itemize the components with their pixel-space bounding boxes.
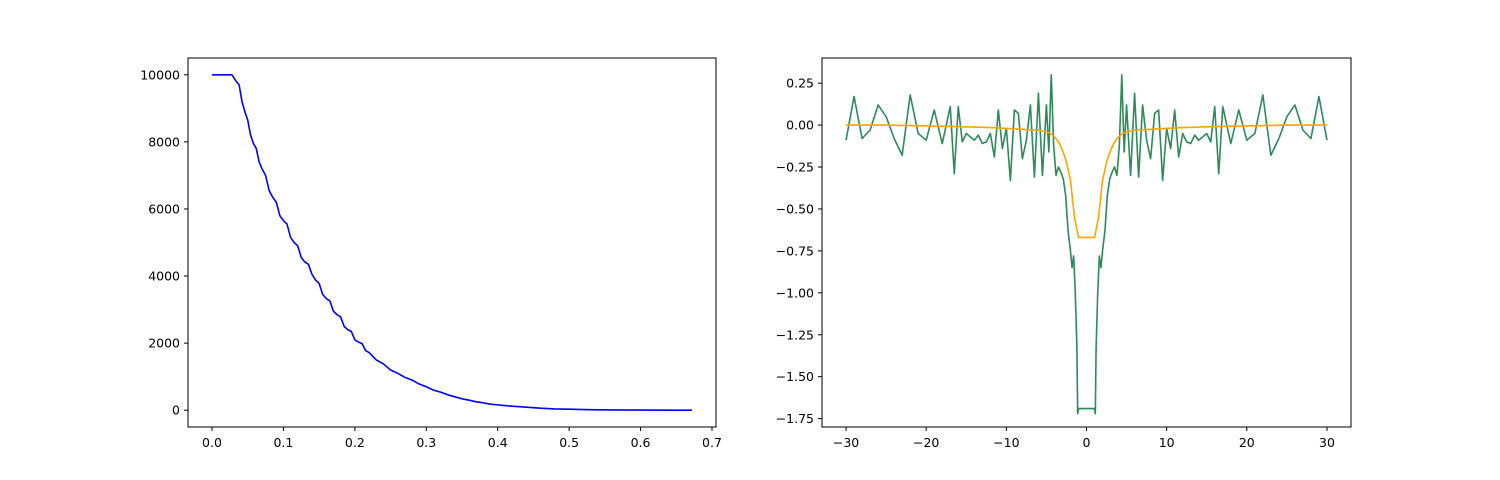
y-tick-label: 2000 (148, 336, 180, 351)
x-tick-label: 0.3 (416, 435, 436, 450)
x-tick-label: 0.7 (702, 435, 722, 450)
y-tick-label: 0 (172, 403, 180, 418)
y-tick-label: 4000 (148, 269, 180, 284)
y-tick-label: −1.75 (776, 411, 814, 426)
y-tick-label: 0.00 (786, 118, 814, 133)
series-line-0-0 (212, 73, 693, 412)
left-plot-y-ticks: 0 2000 4000 6000 8000 10000 (140, 67, 188, 418)
y-tick-label: −1.00 (776, 285, 814, 300)
x-tick-label: 0.6 (631, 435, 651, 450)
y-tick-label: 8000 (148, 134, 180, 149)
x-tick-label: 0.4 (488, 435, 508, 450)
x-tick-label: 30 (1319, 435, 1335, 450)
x-tick-label: 0 (1083, 435, 1091, 450)
left-plot-series (212, 73, 693, 412)
y-tick-label: −0.75 (776, 243, 814, 258)
y-tick-label: −0.50 (776, 201, 814, 216)
y-tick-label: −1.50 (776, 369, 814, 384)
right-plot-x-ticks: −30 −20 −10 0 10 20 30 (833, 427, 1335, 450)
x-tick-label: 10 (1159, 435, 1175, 450)
y-tick-label: −0.25 (776, 160, 814, 175)
right-plot-y-ticks: 0.25 0.00 −0.25 −0.50 −0.75 −1.00 −1.25 −1.50 −1… (776, 76, 822, 426)
series-line-1-0 (845, 73, 1328, 415)
right-plot-series (845, 73, 1328, 415)
x-tick-label: 20 (1239, 435, 1255, 450)
x-tick-label: 0.0 (202, 435, 222, 450)
y-tick-label: 0.25 (786, 76, 814, 91)
x-tick-label: −10 (993, 435, 1019, 450)
right-plot: −30 −20 −10 0 10 20 30 0.25 0.00 −0.25 −0.50 −0.75… (776, 57, 1352, 450)
left-plot-frame (187, 57, 717, 428)
x-tick-label: −20 (913, 435, 939, 450)
left-plot: 0.0 0.1 0.2 0.3 0.4 0.5 0.6 0.7 0 2000 4000 6000 80… (140, 57, 722, 450)
y-tick-label: 10000 (140, 67, 180, 82)
left-plot-x-ticks: 0.0 0.1 0.2 0.3 0.4 0.5 0.6 0.7 (202, 427, 722, 450)
y-tick-label: 6000 (148, 201, 180, 216)
x-tick-label: 0.5 (559, 435, 579, 450)
x-tick-label: −30 (833, 435, 859, 450)
y-tick-label: −1.25 (776, 327, 814, 342)
x-tick-label: 0.1 (273, 435, 293, 450)
x-tick-label: 0.2 (345, 435, 365, 450)
series-line-1-1 (846, 124, 1327, 239)
